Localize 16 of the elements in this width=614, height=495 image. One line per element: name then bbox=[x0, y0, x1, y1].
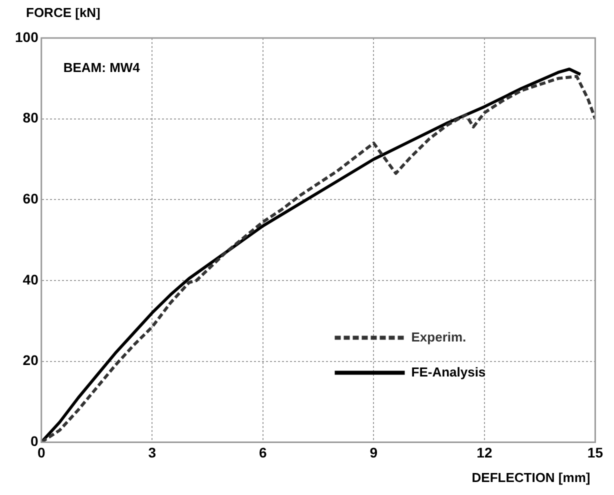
y-tick-label: 20 bbox=[22, 352, 39, 368]
text: FE-Analysis bbox=[411, 364, 486, 380]
y-tick-label: 80 bbox=[22, 110, 39, 126]
x-tick-label: 3 bbox=[148, 444, 156, 460]
y-tick-label: 100 bbox=[15, 28, 39, 45]
x-tick-label: 6 bbox=[259, 444, 267, 460]
y-axis-title: FORCE [kN] bbox=[26, 5, 100, 20]
x-axis-title: DEFLECTION [mm] bbox=[472, 470, 590, 486]
y-tick-label: 40 bbox=[22, 271, 39, 288]
text: Experim. bbox=[411, 329, 466, 344]
x-tick-label: 15 bbox=[587, 444, 604, 460]
x-tick-label: 12 bbox=[476, 444, 492, 460]
x-tick-label: 9 bbox=[370, 444, 378, 460]
y-tick-label: 0 bbox=[30, 433, 39, 450]
y-tick-label: 60 bbox=[22, 190, 39, 207]
annotation: BEAM: MW4 bbox=[63, 60, 141, 76]
